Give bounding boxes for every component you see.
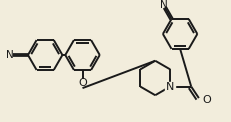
Text: N: N (159, 0, 167, 10)
Text: O: O (202, 95, 210, 105)
Text: O: O (78, 78, 86, 88)
Text: N: N (6, 50, 14, 60)
Text: N: N (165, 82, 173, 92)
